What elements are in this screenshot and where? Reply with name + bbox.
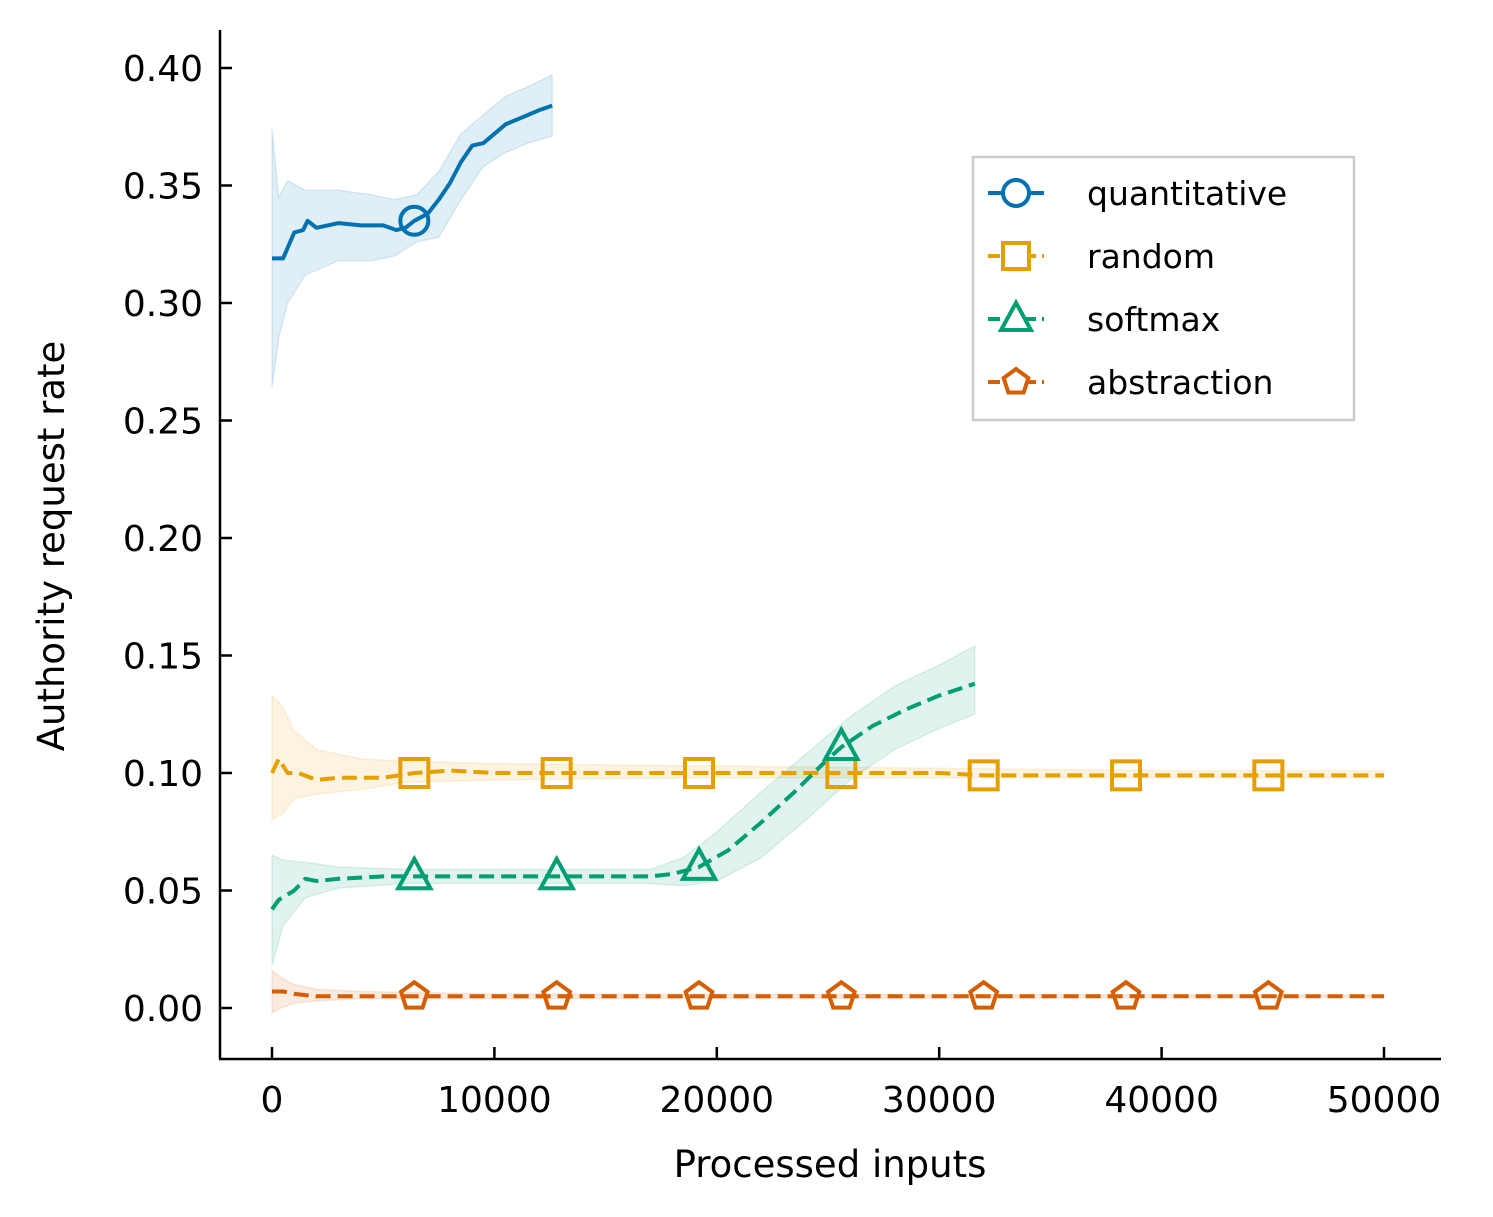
axes — [218, 30, 1441, 1061]
y-tick-label: 0.05 — [123, 872, 203, 913]
quantitative-marker-1 — [398, 204, 431, 237]
y-tick-label: 0.35 — [123, 167, 203, 208]
legend-label-abstraction: abstraction — [1087, 363, 1273, 402]
y-tick-label: 0.15 — [123, 637, 203, 678]
y-ticks: 0.00 0.05 0.10 0.15 0.20 0.25 0.30 0.35 0.40 — [123, 49, 232, 1030]
abstraction-marker-4 — [825, 979, 858, 1010]
legend-marker-abstraction — [1001, 366, 1031, 395]
legend-marker-softmax — [997, 298, 1035, 333]
abstraction-marker-1 — [398, 979, 431, 1010]
legend-label-softmax: softmax — [1087, 300, 1220, 339]
series-markers — [394, 204, 1285, 1010]
legend-marker-random — [1001, 241, 1031, 271]
abstraction-marker-6 — [1110, 979, 1142, 1010]
random-marker-2 — [540, 757, 573, 789]
random-marker-5 — [967, 759, 1000, 792]
legend-label-random: random — [1087, 237, 1215, 276]
y-tick-label: 0.25 — [123, 402, 203, 443]
abstraction-marker-3 — [683, 979, 715, 1010]
y-tick-label: 0.00 — [123, 989, 203, 1030]
random-marker-1 — [398, 757, 431, 789]
legend-frame — [971, 155, 1356, 422]
x-tick-label: 50000 — [1327, 1080, 1442, 1121]
abstraction-marker-7 — [1252, 979, 1285, 1010]
x-tick-label: 20000 — [660, 1080, 775, 1121]
abstraction-marker-2 — [541, 979, 573, 1010]
random-marker-7 — [1252, 759, 1285, 792]
x-tick-label: 0 — [261, 1080, 284, 1121]
series-lines — [270, 103, 1384, 999]
x-tick-label: 10000 — [437, 1080, 552, 1121]
y-tick-label: 0.20 — [123, 519, 203, 560]
softmax-marker-3 — [679, 845, 719, 881]
abstraction-marker-5 — [968, 979, 1000, 1010]
x-tick-label: 40000 — [1104, 1080, 1219, 1121]
legend-marker-quantitative — [1001, 178, 1031, 208]
softmax-marker-4 — [821, 725, 861, 762]
legend-label-quantitative: quantitative — [1087, 174, 1287, 213]
x-tick-label: 30000 — [882, 1080, 997, 1121]
softmax-marker-2 — [537, 854, 577, 891]
random-line — [270, 756, 1384, 782]
softmax-marker-1 — [394, 854, 434, 891]
random-band — [271, 693, 1385, 822]
quantitative-band — [271, 73, 553, 388]
softmax-line — [270, 681, 976, 911]
y-tick-label: 0.30 — [123, 284, 203, 325]
abstraction-line — [272, 989, 1384, 999]
random-marker-3 — [683, 757, 716, 789]
x-ticks: 0 10000 20000 30000 40000 50000 — [261, 1047, 1442, 1121]
random-marker-6 — [1110, 759, 1143, 792]
quantitative-line — [272, 103, 553, 261]
y-axis-title: Authority request rate — [30, 341, 73, 752]
legend: quantitative random softmax abstraction — [971, 155, 1356, 422]
softmax-band — [271, 644, 976, 966]
x-axis-title: Processed inputs — [674, 1143, 987, 1186]
y-tick-label: 0.40 — [123, 49, 203, 90]
y-tick-label: 0.10 — [123, 754, 203, 795]
